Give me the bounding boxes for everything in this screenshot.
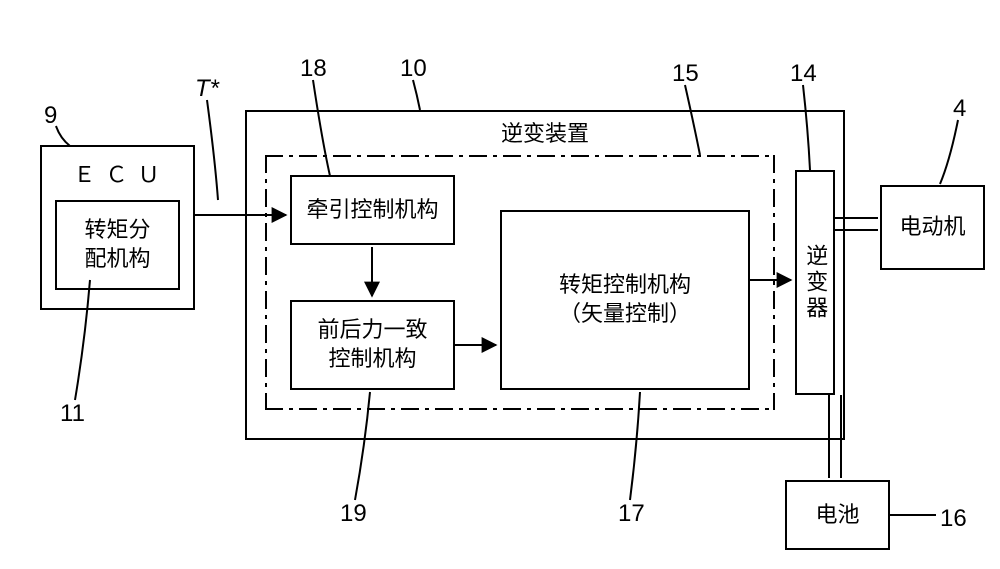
callout-14: 14 xyxy=(790,60,817,88)
callout-16: 16 xyxy=(940,505,967,533)
torque-control-label: 转矩控制机构 （矢量控制） xyxy=(559,271,691,328)
inverter-label: 逆变器 xyxy=(801,244,830,322)
battery-label: 电池 xyxy=(815,501,859,530)
callout-15: 15 xyxy=(672,60,699,88)
motor-label: 电动机 xyxy=(899,213,965,242)
inverter-device-title: 逆变装置 xyxy=(501,120,589,149)
motor-block: 电动机 xyxy=(880,185,985,270)
traction-control-block: 牵引控制机构 xyxy=(290,175,455,245)
callout-17: 17 xyxy=(618,500,645,528)
inverter-block: 逆变器 xyxy=(795,170,835,395)
ecu-title: Ｅ Ｃ Ｕ xyxy=(73,161,161,190)
traction-control-label: 牵引控制机构 xyxy=(306,196,438,225)
battery-block: 电池 xyxy=(785,480,890,550)
callout-4: 4 xyxy=(953,95,966,123)
callout-Tstar: T* xyxy=(195,75,219,103)
callout-10: 10 xyxy=(400,55,427,83)
force-match-block: 前后力一致 控制机构 xyxy=(290,300,455,390)
torque-control-block: 转矩控制机构 （矢量控制） xyxy=(500,210,750,390)
callout-19: 19 xyxy=(340,500,367,528)
torque-distribution-label: 转矩分 配机构 xyxy=(84,216,150,273)
callout-9: 9 xyxy=(44,102,57,130)
diagram-stage: Ｅ Ｃ Ｕ 转矩分 配机构 逆变装置 牵引控制机构 前后力一致 控制机构 转矩控… xyxy=(0,0,1000,569)
callout-18: 18 xyxy=(300,55,327,83)
force-match-label: 前后力一致 控制机构 xyxy=(317,316,427,373)
torque-distribution-block: 转矩分 配机构 xyxy=(55,200,180,290)
callout-11: 11 xyxy=(60,400,85,428)
